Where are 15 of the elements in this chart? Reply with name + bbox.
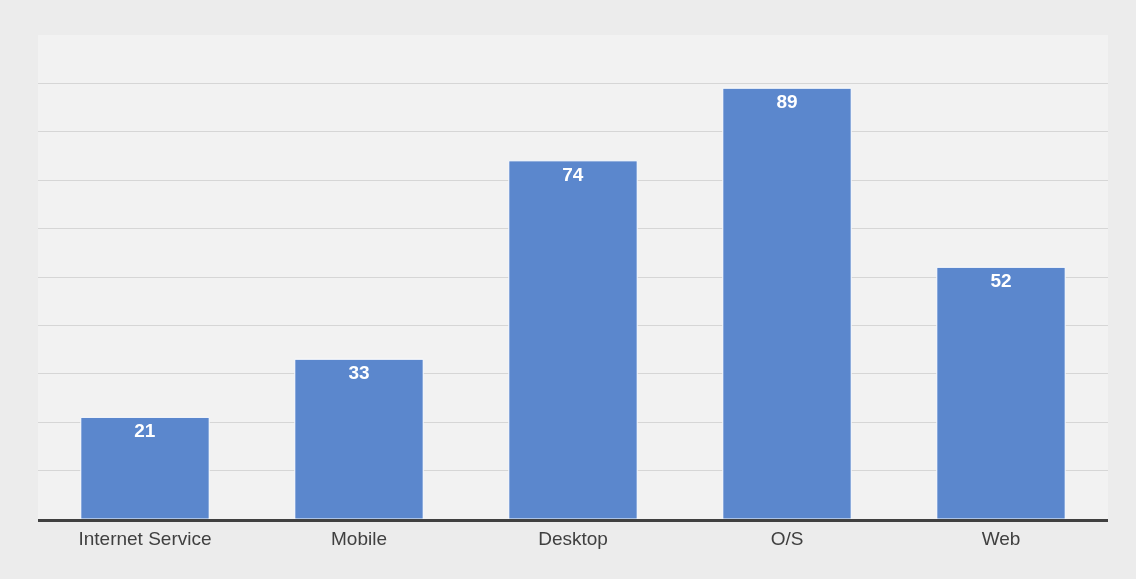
- bar: [508, 160, 638, 519]
- x-tick-label: Internet Service: [78, 527, 212, 549]
- x-tick-label: Web: [981, 527, 1021, 549]
- data-label: 21: [134, 420, 156, 442]
- bar: [722, 87, 852, 519]
- data-label: 89: [776, 91, 798, 113]
- bar: [80, 416, 210, 519]
- data-label: 52: [990, 270, 1012, 292]
- data-label: 33: [348, 362, 370, 384]
- bar: [294, 358, 424, 519]
- x-tick-label: Desktop: [538, 527, 608, 549]
- x-tick-label: Mobile: [331, 527, 387, 549]
- x-tick-label: O/S: [770, 527, 804, 549]
- data-label: 74: [562, 163, 584, 185]
- bar: [936, 266, 1066, 519]
